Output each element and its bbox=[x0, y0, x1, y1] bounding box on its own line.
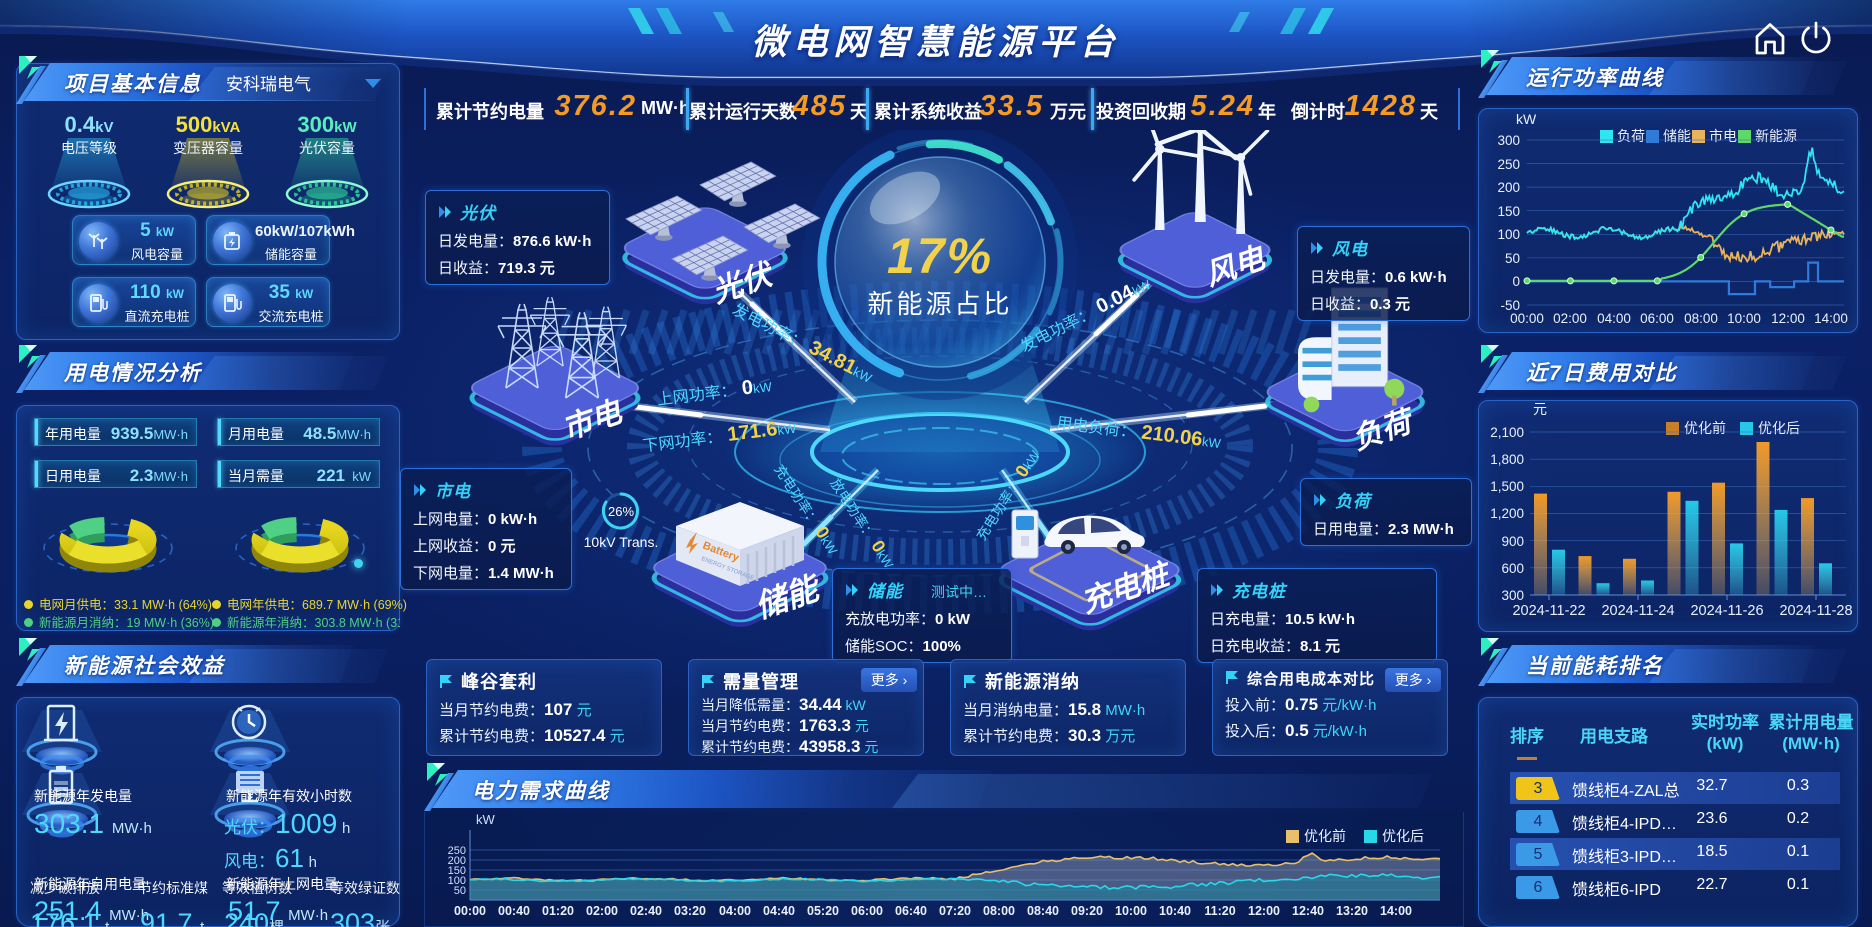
svg-text:储能: 储能 bbox=[1663, 128, 1691, 144]
svg-text:优化前: 优化前 bbox=[1684, 420, 1726, 436]
svg-text:元: 元 bbox=[1533, 401, 1547, 417]
svg-text:04:00: 04:00 bbox=[1597, 311, 1631, 326]
svg-text:负荷: 负荷 bbox=[1617, 128, 1645, 144]
svg-text:2,100: 2,100 bbox=[1490, 425, 1524, 440]
svg-text:01:20: 01:20 bbox=[542, 904, 574, 918]
svg-text:2024-11-28: 2024-11-28 bbox=[1779, 603, 1852, 619]
svg-text:02:40: 02:40 bbox=[630, 904, 662, 918]
svg-text:04:00: 04:00 bbox=[719, 904, 751, 918]
svg-text:03:20: 03:20 bbox=[674, 904, 706, 918]
svg-text:06:00: 06:00 bbox=[851, 904, 883, 918]
svg-text:00:00: 00:00 bbox=[1510, 311, 1544, 326]
svg-text:06:40: 06:40 bbox=[895, 904, 927, 918]
svg-text:-50: -50 bbox=[1500, 298, 1520, 313]
svg-text:10:00: 10:00 bbox=[1115, 904, 1147, 918]
svg-text:150: 150 bbox=[1497, 204, 1520, 219]
svg-text:14:00: 14:00 bbox=[1380, 904, 1412, 918]
svg-text:12:00: 12:00 bbox=[1248, 904, 1280, 918]
svg-text:50: 50 bbox=[1505, 251, 1520, 266]
svg-text:100: 100 bbox=[448, 875, 466, 887]
svg-text:新能源: 新能源 bbox=[1755, 128, 1797, 144]
svg-text:300: 300 bbox=[1501, 588, 1524, 603]
svg-text:优化后: 优化后 bbox=[1382, 828, 1424, 844]
svg-text:07:20: 07:20 bbox=[939, 904, 971, 918]
svg-text:优化后: 优化后 bbox=[1758, 420, 1800, 436]
svg-text:10:40: 10:40 bbox=[1159, 904, 1191, 918]
svg-text:08:00: 08:00 bbox=[1684, 311, 1718, 326]
svg-text:250: 250 bbox=[1497, 157, 1520, 172]
svg-text:kW: kW bbox=[476, 812, 496, 827]
svg-text:150: 150 bbox=[448, 865, 466, 877]
svg-text:900: 900 bbox=[1501, 534, 1524, 549]
svg-text:14:00: 14:00 bbox=[1814, 311, 1848, 326]
svg-text:100: 100 bbox=[1497, 227, 1520, 242]
svg-text:600: 600 bbox=[1501, 561, 1524, 576]
svg-text:05:20: 05:20 bbox=[807, 904, 839, 918]
svg-text:12:40: 12:40 bbox=[1292, 904, 1324, 918]
svg-text:02:00: 02:00 bbox=[586, 904, 618, 918]
svg-text:26%: 26% bbox=[608, 504, 634, 519]
svg-text:1,500: 1,500 bbox=[1490, 479, 1524, 494]
svg-text:50: 50 bbox=[454, 885, 466, 897]
svg-text:市电: 市电 bbox=[1709, 128, 1737, 144]
svg-text:09:20: 09:20 bbox=[1071, 904, 1103, 918]
svg-text:200: 200 bbox=[448, 855, 466, 867]
svg-text:kW: kW bbox=[1516, 111, 1537, 127]
svg-text:250: 250 bbox=[448, 845, 466, 857]
svg-text:08:40: 08:40 bbox=[1027, 904, 1059, 918]
svg-text:12:00: 12:00 bbox=[1771, 311, 1805, 326]
svg-text:10kV Trans.: 10kV Trans. bbox=[584, 534, 659, 550]
svg-text:10:00: 10:00 bbox=[1727, 311, 1761, 326]
svg-text:2024-11-26: 2024-11-26 bbox=[1690, 603, 1763, 619]
svg-text:优化前: 优化前 bbox=[1304, 828, 1346, 844]
svg-text:1,200: 1,200 bbox=[1490, 506, 1524, 521]
svg-text:300: 300 bbox=[1497, 133, 1520, 148]
svg-text:2024-11-22: 2024-11-22 bbox=[1512, 603, 1585, 619]
svg-text:1,800: 1,800 bbox=[1490, 452, 1524, 467]
svg-text:04:40: 04:40 bbox=[763, 904, 795, 918]
svg-text:新能源占比: 新能源占比 bbox=[867, 289, 1012, 319]
svg-text:17%: 17% bbox=[887, 228, 993, 284]
svg-text:08:00: 08:00 bbox=[983, 904, 1015, 918]
svg-text:06:00: 06:00 bbox=[1640, 311, 1674, 326]
svg-text:200: 200 bbox=[1497, 180, 1520, 195]
svg-text:0: 0 bbox=[1512, 274, 1520, 289]
svg-text:2024-11-24: 2024-11-24 bbox=[1601, 603, 1674, 619]
svg-text:00:40: 00:40 bbox=[498, 904, 530, 918]
svg-text:02:00: 02:00 bbox=[1553, 311, 1587, 326]
svg-text:13:20: 13:20 bbox=[1336, 904, 1368, 918]
svg-text:00:00: 00:00 bbox=[454, 904, 486, 918]
svg-text:11:20: 11:20 bbox=[1204, 904, 1235, 918]
